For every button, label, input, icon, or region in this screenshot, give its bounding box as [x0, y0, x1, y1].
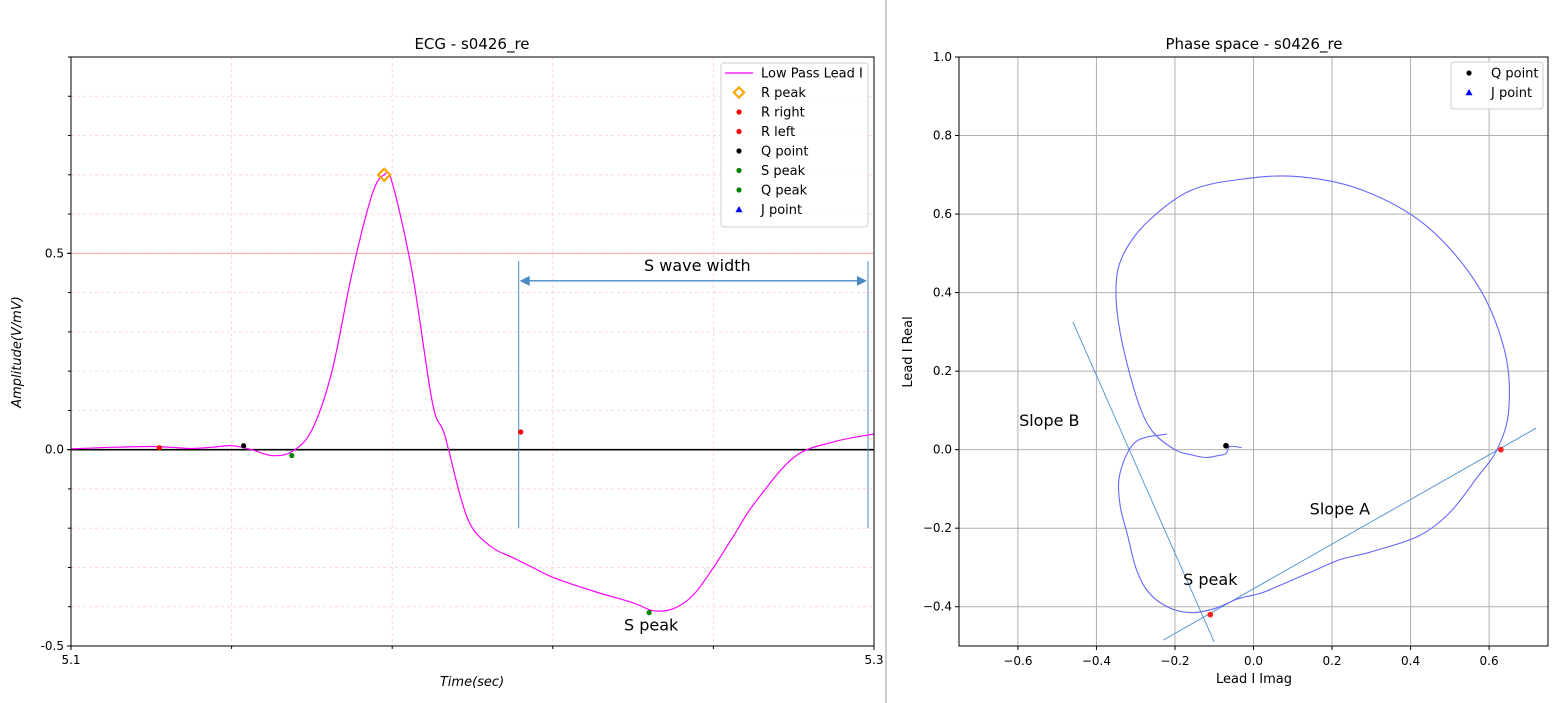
ecg-annotation: S wave width: [644, 256, 751, 275]
ecg-legend-label: Q peak: [761, 184, 808, 199]
ecg-x-tick-label: 5.1: [61, 653, 80, 667]
ecg-legend-marker-r-peak: [732, 85, 746, 100]
phase-y-tick-label: 0.6: [933, 207, 952, 221]
phase-y-tick-label: −0.4: [923, 600, 952, 614]
phase-chart: Phase space - s0426_re Slope A Slope B S p…: [901, 35, 1549, 687]
ecg-point-q-peak: [289, 452, 295, 459]
ecg-annotation: S peak: [624, 615, 679, 634]
ecg-legend-box: [720, 62, 869, 228]
phase-legend-label: J point: [1490, 86, 1532, 101]
ecg-legend: Low Pass Lead I R peak R right R left Q poin…: [720, 62, 869, 228]
phase-x-tick-label: 0.2: [1322, 654, 1341, 668]
ecg-legend-marker-j-point: [735, 206, 743, 213]
phase-y-tick-label: 0.0: [933, 443, 952, 457]
ecg-axes-frame: [70, 56, 875, 647]
phase-legend-marker-j-point: [1465, 89, 1473, 96]
ecg-y-tick-label: -0.5: [41, 639, 64, 653]
ecg-legend-label: Q point: [761, 145, 809, 160]
ecg-x-tick-label: 5.3: [864, 653, 883, 667]
phase-legend-marker-q-point: [1466, 70, 1472, 76]
ecg-point-q-point: [241, 443, 247, 449]
phase-point-marker: [1207, 611, 1214, 618]
ecg-point-s-peak: [646, 610, 652, 616]
phase-legend-box: [1450, 61, 1544, 110]
phase-x-tick-label: 0.0: [1244, 654, 1263, 668]
ecg-y-tick-label: 0.5: [45, 246, 64, 260]
phase-y-tick-label: 0.2: [933, 364, 952, 378]
phase-grid: [959, 56, 1548, 646]
ecg-series-low-pass-lead-i: [70, 171, 875, 612]
phase-title: Phase space - s0426_re: [1165, 35, 1342, 54]
ecg-chart: ECG - s0426_re S wave width S peak 5.1 5.3…: [10, 35, 884, 690]
ecg-legend-marker-r-left: [736, 128, 742, 135]
ecg-y-label: Amplitude(V/mV): [10, 296, 25, 409]
ecg-ticks: 5.1 5.3 -0.5 0.0 0.5: [41, 56, 884, 667]
ecg-arrow-head-left: [519, 275, 530, 286]
phase-slope-a-line: [1162, 427, 1537, 641]
phase-legend: Q point J point: [1450, 61, 1544, 110]
ecg-point-r-left: [156, 445, 162, 451]
ecg-legend-marker-r-right: [736, 109, 742, 115]
ecg-legend-label: J point: [760, 203, 802, 218]
ecg-legend-marker-s-peak: [736, 167, 742, 174]
phase-x-tick-label: 0.6: [1480, 654, 1499, 668]
ecg-point-r-peak: [376, 167, 392, 183]
ecg-y-tick-label: 0.0: [45, 443, 64, 457]
phase-ticks: −0.6 −0.4 −0.2 0.0 0.2 0.4 0.6 −0.4 −0.2 0.0 0.2 0.…: [923, 50, 1499, 668]
phase-y-tick-label: 0.8: [933, 129, 952, 143]
phase-x-tick-label: −0.6: [1003, 654, 1032, 668]
ecg-legend-label: Low Pass Lead I: [761, 67, 863, 82]
ecg-title: ECG - s0426_re: [414, 35, 529, 54]
phase-legend-label: Q point: [1491, 67, 1539, 82]
ecg-legend-marker-q-peak: [736, 187, 742, 193]
phase-annotation: Slope A: [1310, 499, 1370, 518]
phase-y-tick-label: 1.0: [933, 50, 952, 64]
phase-x-label: Lead I Imag: [1216, 672, 1292, 687]
phase-x-tick-label: −0.2: [1160, 654, 1189, 668]
phase-annotation: Slope B: [1019, 411, 1079, 430]
phase-y-tick-label: −0.2: [923, 521, 952, 535]
phase-y-label: Lead I Real: [901, 316, 916, 387]
phase-trajectory: [1115, 175, 1510, 614]
phase-x-tick-label: 0.4: [1401, 654, 1420, 668]
ecg-arrow-head-right: [856, 275, 867, 286]
phase-plot-area: Slope A Slope B S peak: [1019, 175, 1537, 643]
ecg-legend-label: R left: [761, 125, 795, 140]
ecg-legend-marker-q-point: [736, 148, 742, 154]
phase-slope-b-line: [1072, 321, 1215, 643]
phase-x-tick-label: −0.4: [1082, 654, 1111, 668]
phase-point-q-point: [1223, 442, 1229, 449]
phase-y-tick-label: 0.4: [933, 286, 952, 300]
ecg-x-label: Time(sec): [440, 675, 504, 690]
phase-point-marker: [1498, 446, 1504, 453]
ecg-point-r-right: [518, 429, 524, 435]
ecg-legend-label: R right: [761, 106, 805, 121]
phase-annotation: S peak: [1183, 570, 1238, 589]
ecg-plot-area: S wave width S peak: [70, 167, 875, 634]
ecg-legend-label: R peak: [761, 86, 806, 101]
ecg-legend-label: S peak: [761, 164, 806, 179]
